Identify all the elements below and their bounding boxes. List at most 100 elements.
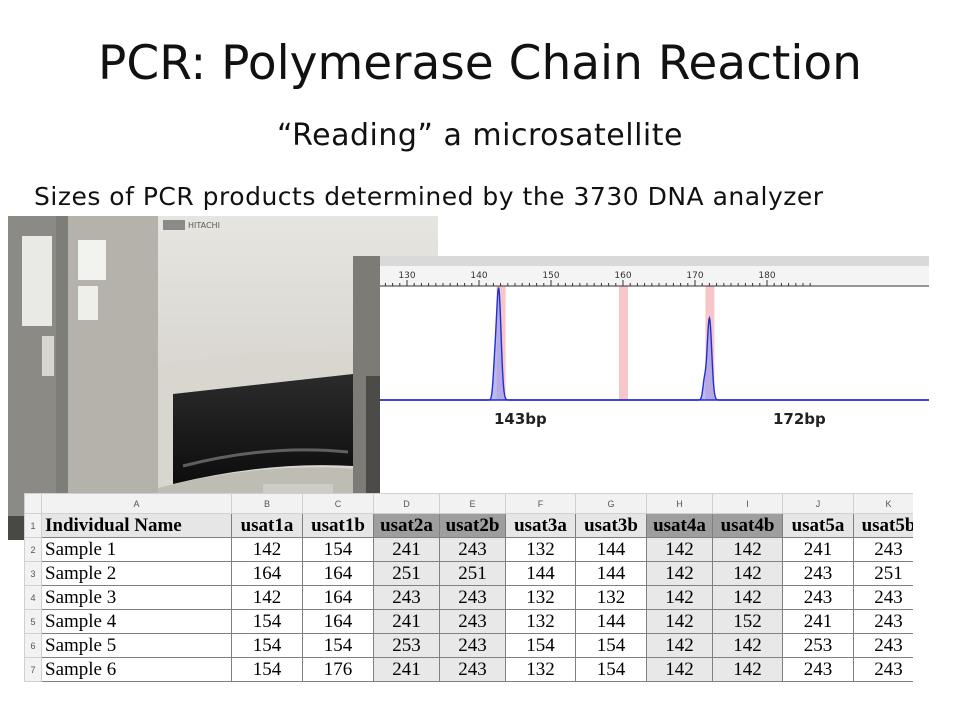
allele-size-cell[interactable]: 144 xyxy=(575,537,647,562)
allele-size-cell[interactable]: 154 xyxy=(302,633,374,658)
allele-size-cell[interactable]: 251 xyxy=(439,561,506,586)
allele-size-cell[interactable]: 142 xyxy=(712,537,783,562)
header-cell-individual-name[interactable]: Individual Name xyxy=(41,513,232,538)
allele-size-cell[interactable]: 253 xyxy=(782,633,854,658)
allele-size-cell[interactable]: 243 xyxy=(853,609,913,634)
axis-tick-label: 170 xyxy=(686,271,703,281)
allele-size-cell[interactable]: 144 xyxy=(575,561,647,586)
allele-size-cell[interactable]: 142 xyxy=(231,585,303,610)
allele-size-cell[interactable]: 243 xyxy=(782,657,854,682)
allele-size-cell[interactable]: 251 xyxy=(853,561,913,586)
allele-size-cell[interactable]: 132 xyxy=(505,585,576,610)
allele-size-cell[interactable]: 142 xyxy=(646,585,713,610)
row-number[interactable]: 4 xyxy=(24,585,42,610)
header-cell-usat5a[interactable]: usat5a xyxy=(782,513,854,538)
allele-size-cell[interactable]: 164 xyxy=(302,609,374,634)
allele-size-cell[interactable]: 164 xyxy=(302,585,374,610)
column-letter[interactable]: H xyxy=(646,493,713,514)
allele-size-cell[interactable]: 251 xyxy=(373,561,440,586)
row-number[interactable]: 7 xyxy=(24,657,42,682)
allele-size-cell[interactable]: 142 xyxy=(646,561,713,586)
allele-size-cell[interactable]: 243 xyxy=(853,633,913,658)
allele-size-cell[interactable]: 142 xyxy=(712,633,783,658)
header-cell-usat4b[interactable]: usat4b xyxy=(712,513,783,538)
allele-size-cell[interactable]: 243 xyxy=(439,585,506,610)
row-number[interactable]: 2 xyxy=(24,537,42,562)
row-number[interactable]: 6 xyxy=(24,633,42,658)
allele-size-cell[interactable]: 132 xyxy=(505,657,576,682)
sample-name-cell[interactable]: Sample 4 xyxy=(41,609,232,634)
allele-size-cell[interactable]: 164 xyxy=(231,561,303,586)
allele-size-cell[interactable]: 142 xyxy=(231,537,303,562)
allele-size-cell[interactable]: 152 xyxy=(712,609,783,634)
allele-size-cell[interactable]: 241 xyxy=(782,537,854,562)
header-cell-usat1a[interactable]: usat1a xyxy=(231,513,303,538)
allele-size-cell[interactable]: 154 xyxy=(575,657,647,682)
row-number[interactable]: 3 xyxy=(24,561,42,586)
allele-size-cell[interactable]: 142 xyxy=(712,585,783,610)
header-cell-usat1b[interactable]: usat1b xyxy=(302,513,374,538)
header-cell-usat4a[interactable]: usat4a xyxy=(646,513,713,538)
allele-size-cell[interactable]: 154 xyxy=(505,633,576,658)
column-letter[interactable]: J xyxy=(782,493,854,514)
allele-size-cell[interactable]: 142 xyxy=(712,561,783,586)
column-letter[interactable]: C xyxy=(302,493,374,514)
header-cell-usat3a[interactable]: usat3a xyxy=(505,513,576,538)
sample-name-cell[interactable]: Sample 6 xyxy=(41,657,232,682)
column-letter[interactable]: K xyxy=(853,493,913,514)
allele-size-cell[interactable]: 243 xyxy=(853,537,913,562)
allele-size-cell[interactable]: 132 xyxy=(575,585,647,610)
row-number[interactable]: 1 xyxy=(24,513,42,538)
allele-size-cell[interactable]: 132 xyxy=(505,609,576,634)
allele-size-cell[interactable]: 243 xyxy=(439,537,506,562)
allele-size-cell[interactable]: 154 xyxy=(302,537,374,562)
allele-size-cell[interactable]: 144 xyxy=(575,609,647,634)
allele-size-cell[interactable]: 241 xyxy=(373,609,440,634)
column-letter[interactable]: F xyxy=(505,493,576,514)
header-cell-usat5b[interactable]: usat5b xyxy=(853,513,913,538)
allele-size-cell[interactable]: 164 xyxy=(302,561,374,586)
allele-size-cell[interactable]: 142 xyxy=(646,537,713,562)
column-letter[interactable]: I xyxy=(712,493,783,514)
sample-name-cell[interactable]: Sample 1 xyxy=(41,537,232,562)
allele-size-cell[interactable]: 142 xyxy=(712,657,783,682)
sample-name-cell[interactable]: Sample 3 xyxy=(41,585,232,610)
sample-name-cell[interactable]: Sample 2 xyxy=(41,561,232,586)
header-row: 1 Individual Name usat1a usat1b usat2a u… xyxy=(24,513,913,538)
trace-fill xyxy=(380,287,929,400)
allele-size-cell[interactable]: 241 xyxy=(373,657,440,682)
row-number[interactable]: 5 xyxy=(24,609,42,634)
allele-size-cell[interactable]: 241 xyxy=(782,609,854,634)
allele-size-cell[interactable]: 243 xyxy=(782,585,854,610)
header-cell-usat3b[interactable]: usat3b xyxy=(575,513,647,538)
sample-name-cell[interactable]: Sample 5 xyxy=(41,633,232,658)
allele-size-cell[interactable]: 243 xyxy=(373,585,440,610)
column-letter[interactable]: A xyxy=(41,493,232,514)
column-letter[interactable]: G xyxy=(575,493,647,514)
allele-size-cell[interactable]: 142 xyxy=(646,633,713,658)
axis-header-band xyxy=(380,266,929,286)
allele-size-cell[interactable]: 154 xyxy=(231,657,303,682)
allele-size-cell[interactable]: 154 xyxy=(231,609,303,634)
allele-size-cell[interactable]: 142 xyxy=(646,657,713,682)
allele-size-cell[interactable]: 154 xyxy=(231,633,303,658)
header-cell-usat2a[interactable]: usat2a xyxy=(373,513,440,538)
peak-label-143bp: 143bp xyxy=(494,410,547,428)
column-letter[interactable]: D xyxy=(373,493,440,514)
allele-size-cell[interactable]: 243 xyxy=(853,585,913,610)
column-letter[interactable]: B xyxy=(231,493,303,514)
column-letter[interactable]: E xyxy=(439,493,506,514)
allele-size-cell[interactable]: 132 xyxy=(505,537,576,562)
allele-size-cell[interactable]: 144 xyxy=(505,561,576,586)
allele-size-cell[interactable]: 253 xyxy=(373,633,440,658)
allele-size-cell[interactable]: 243 xyxy=(439,609,506,634)
allele-size-cell[interactable]: 241 xyxy=(373,537,440,562)
allele-size-cell[interactable]: 243 xyxy=(439,657,506,682)
allele-size-cell[interactable]: 142 xyxy=(646,609,713,634)
allele-size-cell[interactable]: 243 xyxy=(439,633,506,658)
allele-size-cell[interactable]: 176 xyxy=(302,657,374,682)
allele-size-cell[interactable]: 243 xyxy=(853,657,913,682)
allele-size-cell[interactable]: 243 xyxy=(782,561,854,586)
header-cell-usat2b[interactable]: usat2b xyxy=(439,513,506,538)
allele-size-cell[interactable]: 154 xyxy=(575,633,647,658)
